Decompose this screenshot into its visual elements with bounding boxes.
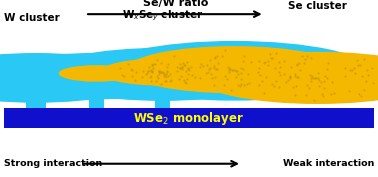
Text: Se/W ratio: Se/W ratio xyxy=(143,0,208,8)
Bar xyxy=(89,92,104,108)
Ellipse shape xyxy=(0,53,202,99)
Ellipse shape xyxy=(98,41,370,101)
Text: W$_x$Se$_y$ cluster: W$_x$Se$_y$ cluster xyxy=(122,9,203,23)
Text: W cluster: W cluster xyxy=(4,13,60,23)
Bar xyxy=(26,92,46,108)
Ellipse shape xyxy=(100,58,225,86)
Ellipse shape xyxy=(198,52,378,104)
Bar xyxy=(155,94,170,108)
Ellipse shape xyxy=(127,46,342,93)
Ellipse shape xyxy=(59,65,134,82)
Text: Weak interaction: Weak interaction xyxy=(283,159,374,168)
Text: Se cluster: Se cluster xyxy=(288,1,347,11)
Bar xyxy=(4,108,374,128)
Text: WSe$_2$ monolayer: WSe$_2$ monolayer xyxy=(133,110,245,127)
Ellipse shape xyxy=(42,48,284,101)
Ellipse shape xyxy=(0,53,149,103)
Text: Strong interaction: Strong interaction xyxy=(4,159,102,168)
